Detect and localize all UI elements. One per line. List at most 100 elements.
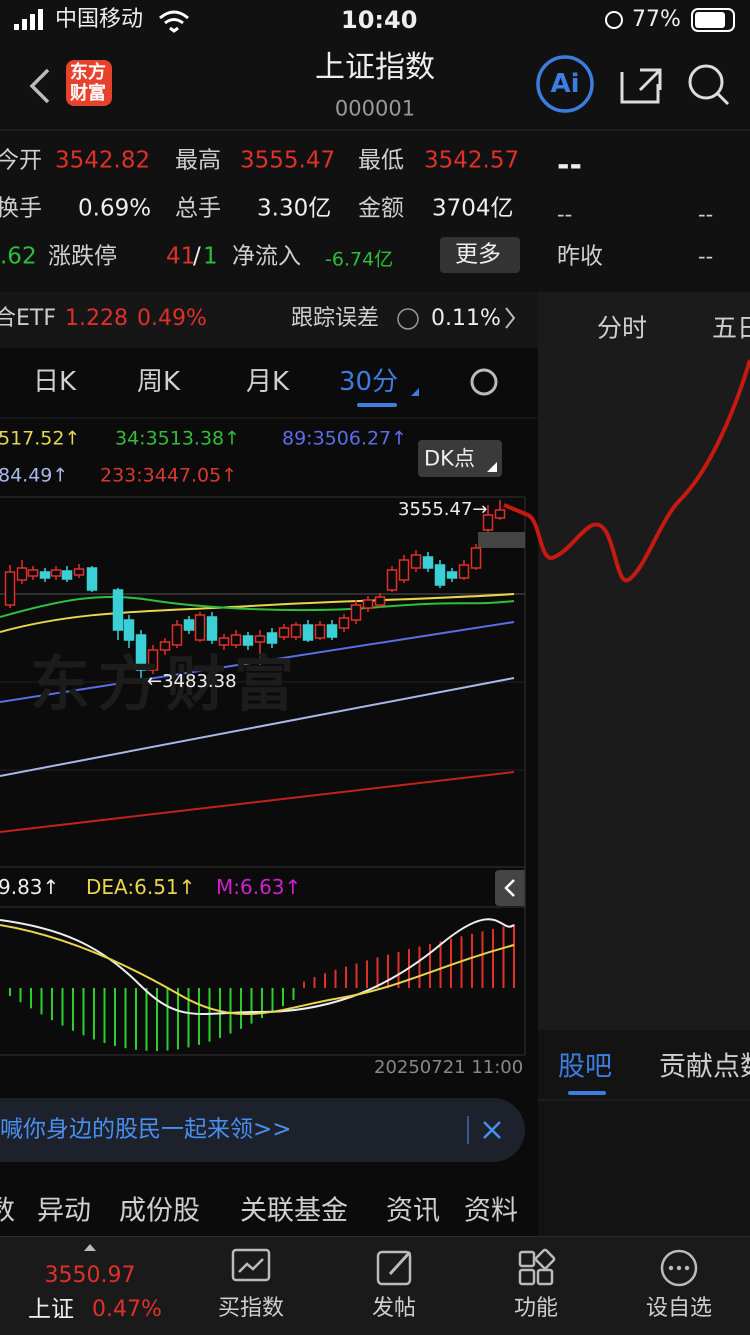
candle-body	[458, 564, 470, 579]
index-change[interactable]: 0.47%	[92, 1297, 162, 1322]
candle-body	[350, 604, 362, 621]
dk-button[interactable]	[418, 440, 502, 477]
tab-triangle	[411, 388, 419, 396]
banner[interactable]	[0, 1098, 525, 1162]
candle-body	[254, 635, 266, 643]
function-icon[interactable]	[518, 1248, 556, 1286]
index-price[interactable]: 3550.97	[44, 1263, 136, 1288]
logo	[66, 60, 112, 106]
period-tab[interactable]: 月K	[246, 367, 290, 397]
section-tab[interactable]: 异动	[37, 1195, 91, 1227]
candle-body	[386, 569, 398, 591]
candle-body	[171, 624, 183, 646]
search-icon[interactable]	[688, 64, 724, 100]
section-tab[interactable]: 数	[0, 1195, 15, 1227]
macd-bars	[9, 924, 515, 1051]
ma-line	[0, 677, 515, 777]
side-tab[interactable]: 分时	[597, 313, 648, 343]
buy-icon[interactable]	[231, 1248, 271, 1282]
candle-body	[470, 547, 482, 569]
battery-level	[695, 12, 725, 28]
more-label[interactable]: 更多	[455, 241, 501, 268]
back-icon[interactable]	[29, 68, 50, 104]
candle-body	[159, 641, 171, 651]
quote-value: 3704亿	[432, 195, 514, 222]
section-tab[interactable]: 资料	[464, 1195, 518, 1227]
candle-body	[86, 567, 98, 591]
candle-body	[147, 649, 159, 671]
side-bottom	[538, 1030, 750, 1236]
tracking-label: 跟踪误差	[291, 306, 380, 331]
banner-text[interactable]: 喊你身边的股民一起来领>>	[0, 1116, 292, 1143]
candle-body	[434, 564, 446, 586]
quote-label: 总手	[175, 195, 221, 222]
candle-body	[398, 559, 410, 581]
side-panel	[538, 292, 750, 1030]
close-icon[interactable]	[483, 1121, 501, 1139]
quote-value: -6.74亿	[325, 248, 394, 271]
candle-body	[302, 624, 314, 641]
watch-icon[interactable]	[660, 1249, 698, 1287]
macd-label: DEA:6.51↑	[86, 875, 196, 899]
chevron-icon[interactable]	[505, 307, 516, 329]
side-bottom-tab[interactable]: 贡献点数	[659, 1051, 750, 1083]
quote-label: 净流入	[232, 243, 301, 270]
index-name[interactable]: 上证	[28, 1296, 74, 1323]
candle-body	[206, 616, 218, 641]
period-tab-active[interactable]: 30分	[339, 367, 399, 397]
candle-body	[183, 619, 195, 631]
nav-item[interactable]: 设自选	[645, 1296, 713, 1321]
share-icon[interactable]	[620, 68, 662, 104]
side-tab[interactable]: 五日	[712, 313, 750, 343]
ma-label: 84.49↑	[0, 464, 69, 487]
dk-label[interactable]: DK点	[424, 446, 475, 471]
side-bottom-tab[interactable]: 股吧	[558, 1051, 612, 1083]
candle-body	[61, 570, 73, 580]
period-tab[interactable]: 周K	[137, 367, 181, 397]
ma-label: 34:3513.38↑	[115, 427, 241, 450]
logo-text: 东方	[70, 62, 106, 83]
ma-label: 89:3506.27↑	[282, 427, 408, 450]
help-icon[interactable]	[397, 308, 419, 330]
candle-body	[482, 514, 494, 531]
battery-icon	[691, 8, 735, 32]
limit-up: 41	[166, 243, 196, 270]
macd-label: 9.83↑	[0, 875, 60, 899]
candle-body	[123, 619, 135, 641]
collapse-icon	[504, 879, 515, 897]
collapse-button[interactable]	[495, 870, 525, 906]
high-label: 3555.47→	[398, 499, 488, 520]
period-tab[interactable]: 日K	[33, 367, 77, 397]
candle-body	[494, 509, 506, 519]
side-label: 昨收	[557, 243, 603, 270]
section-tab[interactable]: 关联基金	[240, 1195, 348, 1227]
title: 上证指数	[315, 50, 435, 85]
carrier: 中国移动	[55, 7, 144, 32]
dif-line	[0, 918, 515, 1015]
quote-label: 换手	[0, 195, 42, 222]
tab-underline	[357, 403, 397, 407]
nav-item[interactable]: 买指数	[217, 1296, 285, 1321]
candle-body	[4, 571, 16, 606]
post-icon[interactable]	[376, 1250, 412, 1286]
ai-label[interactable]: Ai	[550, 69, 580, 99]
candle-body	[194, 614, 206, 641]
etf-row	[0, 292, 538, 348]
side-value: --	[557, 202, 573, 227]
nav-item[interactable]: 发帖	[371, 1296, 417, 1321]
ai-icon[interactable]	[536, 55, 594, 113]
ma-line	[0, 595, 515, 618]
section-tab[interactable]: 成份股	[119, 1195, 200, 1227]
slash: /	[193, 243, 201, 270]
candle-body	[326, 624, 338, 638]
candle-body	[242, 635, 254, 646]
dk-triangle	[487, 462, 497, 472]
more-button[interactable]	[440, 237, 520, 273]
candle-body	[362, 599, 374, 609]
candle-body	[27, 569, 39, 577]
nav-item[interactable]: 功能	[513, 1296, 559, 1321]
settings-icon[interactable]	[470, 368, 498, 396]
section-tab[interactable]: 资讯	[386, 1195, 440, 1227]
bottom-bar	[0, 1236, 750, 1335]
